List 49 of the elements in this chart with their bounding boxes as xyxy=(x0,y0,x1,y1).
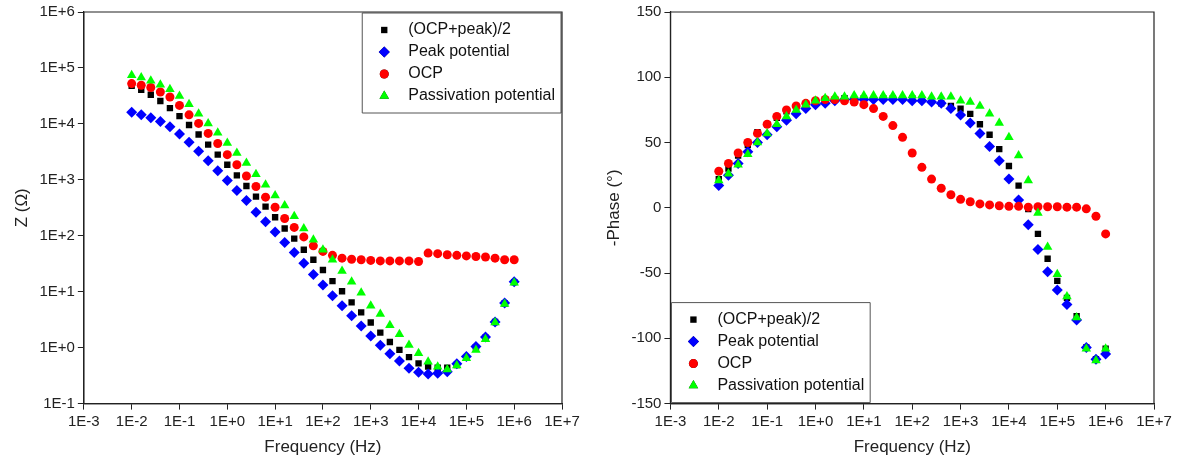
x-tick-label: 1E+2 xyxy=(894,411,930,429)
y-tick-label: 1E+3 xyxy=(39,169,75,187)
legend-label: Passivation potential xyxy=(408,86,556,104)
x-tick-label: 1E-1 xyxy=(163,411,196,429)
x-tick-label: 1E+2 xyxy=(305,411,341,429)
y-tick-label: 150 xyxy=(636,2,662,20)
x-tick-label: 1E+7 xyxy=(1136,411,1172,429)
y-tick-label: 1E-1 xyxy=(43,393,75,411)
y-tick-label: -150 xyxy=(631,393,662,411)
x-tick-label: 1E+4 xyxy=(991,411,1027,429)
y-axis-title: Z (Ω) xyxy=(11,188,31,228)
legend-label: Peak potential xyxy=(717,332,819,350)
x-tick-label: 1E+3 xyxy=(353,411,389,429)
x-tick-label: 1E-3 xyxy=(68,411,100,429)
x-tick-label: 1E+6 xyxy=(496,411,532,429)
y-tick-label: -50 xyxy=(639,263,662,281)
x-tick-label: 1E-3 xyxy=(654,411,687,429)
legend-label: Passivation potential xyxy=(717,376,865,394)
x-tick-label: 1E-2 xyxy=(702,411,735,429)
x-tick-label: 1E+1 xyxy=(846,411,882,429)
y-tick-label: 100 xyxy=(636,67,662,85)
y-tick-label: 50 xyxy=(644,132,662,150)
y-tick-label: 1E+2 xyxy=(39,225,75,243)
y-tick-label: -100 xyxy=(631,328,662,346)
x-tick-label: 1E+5 xyxy=(1039,411,1076,429)
legend-label: Peak potential xyxy=(408,42,510,60)
x-tick-label: 1E+6 xyxy=(1087,411,1124,429)
y-tick-label: 1E+6 xyxy=(39,2,75,20)
x-axis-title: Frequency (Hz) xyxy=(853,437,971,457)
y-tick-label: 0 xyxy=(653,197,662,215)
x-tick-label: 1E+4 xyxy=(400,411,437,429)
y-tick-label: 1E+5 xyxy=(39,58,75,76)
y-tick-label: 1E+0 xyxy=(39,337,75,355)
legend-label: (OCP+peak)/2 xyxy=(717,310,821,328)
legend-label: OCP xyxy=(717,354,753,372)
y-tick-label: 1E+4 xyxy=(39,114,75,132)
x-tick-label: 1E+5 xyxy=(448,411,485,429)
x-tick-label: 1E+1 xyxy=(257,411,293,429)
x-axis-title: Frequency (Hz) xyxy=(264,437,382,457)
legend-label: (OCP+peak)/2 xyxy=(408,20,512,38)
x-tick-label: 1E+7 xyxy=(544,411,580,429)
x-tick-label: 1E-2 xyxy=(115,411,148,429)
y-tick-label: 1E+1 xyxy=(39,281,75,299)
x-tick-label: 1E+0 xyxy=(797,411,834,429)
y-axis-title: -Phase (°) xyxy=(603,169,623,247)
x-tick-label: 1E+0 xyxy=(209,411,246,429)
x-tick-label: 1E-1 xyxy=(751,411,783,429)
x-tick-label: 1E+3 xyxy=(942,411,979,429)
legend-label: OCP xyxy=(408,64,443,82)
